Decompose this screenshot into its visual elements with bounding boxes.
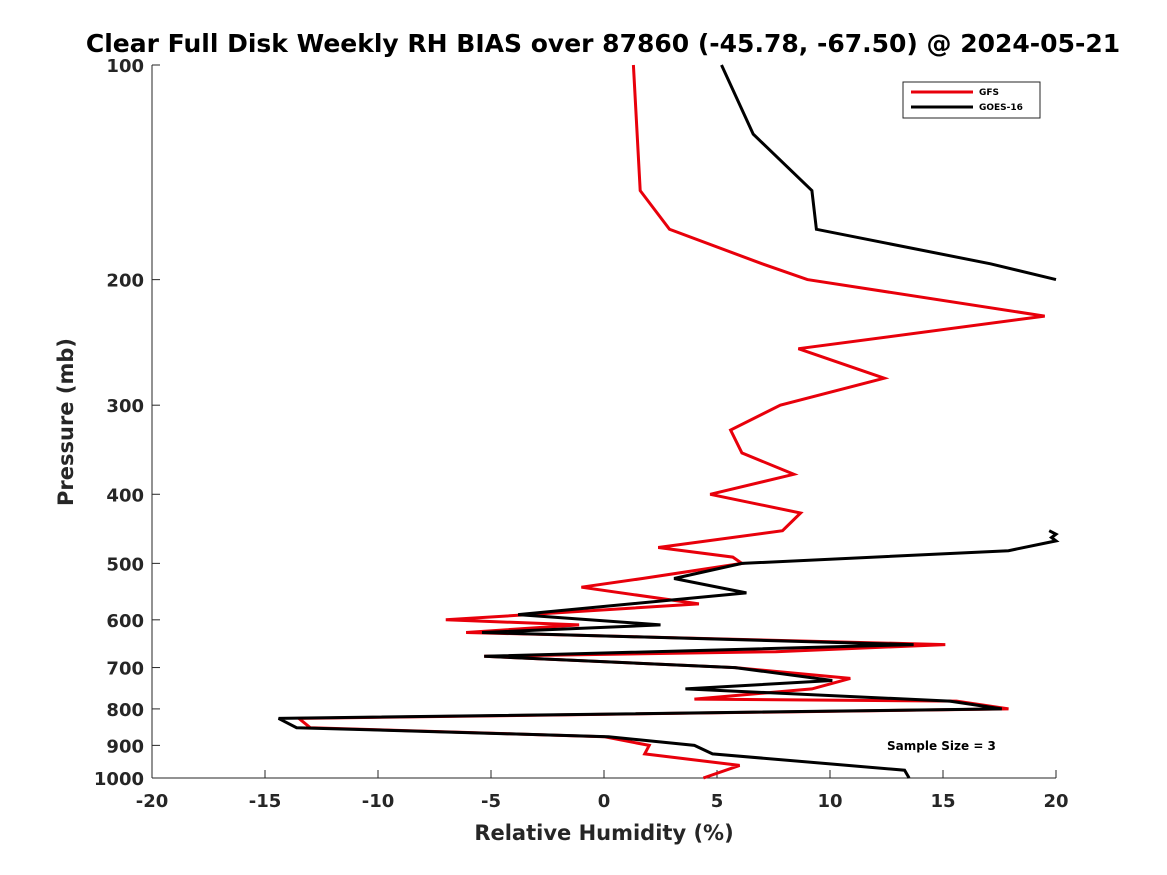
axes: -20 -15 -10 -5 0 5 10 15 20 100 200 300 400 500 600 700… <box>94 56 1069 812</box>
y-tick-label: 400 <box>106 485 144 506</box>
y-tick-label: 1000 <box>94 769 144 790</box>
y-tick-label: 200 <box>106 271 144 292</box>
x-axis-label: Relative Humidity (%) <box>474 821 733 845</box>
y-tick-label: 100 <box>106 56 144 77</box>
series-line-goes-16-segment-2 <box>277 529 1060 779</box>
x-tick-label: 20 <box>1043 791 1068 812</box>
x-tick-label: -15 <box>249 791 282 812</box>
y-axis-label: Pressure (mb) <box>54 338 78 506</box>
y-tick-label: 900 <box>106 736 144 757</box>
series-layer <box>277 64 1060 780</box>
x-tick-label: -5 <box>481 791 501 812</box>
series-line-goes-16 <box>720 64 1057 282</box>
x-tick-label: 5 <box>711 791 724 812</box>
x-tick-label: 10 <box>817 791 842 812</box>
chart-title: Clear Full Disk Weekly RH BIAS over 8786… <box>86 29 1120 58</box>
legend-entry: GFS <box>979 88 999 98</box>
x-tick-label: 0 <box>598 791 611 812</box>
x-tick-label: -10 <box>362 791 395 812</box>
legend: GFS GOES-16 <box>902 81 1041 119</box>
y-tick-label: 300 <box>106 396 144 417</box>
y-tick-label: 600 <box>106 611 144 632</box>
x-tick-label: 15 <box>930 791 955 812</box>
y-tick-label: 500 <box>106 554 144 575</box>
y-tick-label: 800 <box>106 700 144 721</box>
legend-entry: GOES-16 <box>979 103 1023 113</box>
legend-box <box>902 81 1041 119</box>
sample-size-annotation: Sample Size = 3 <box>887 739 996 753</box>
y-tick-label: 700 <box>106 659 144 680</box>
x-tick-label: -20 <box>136 791 169 812</box>
